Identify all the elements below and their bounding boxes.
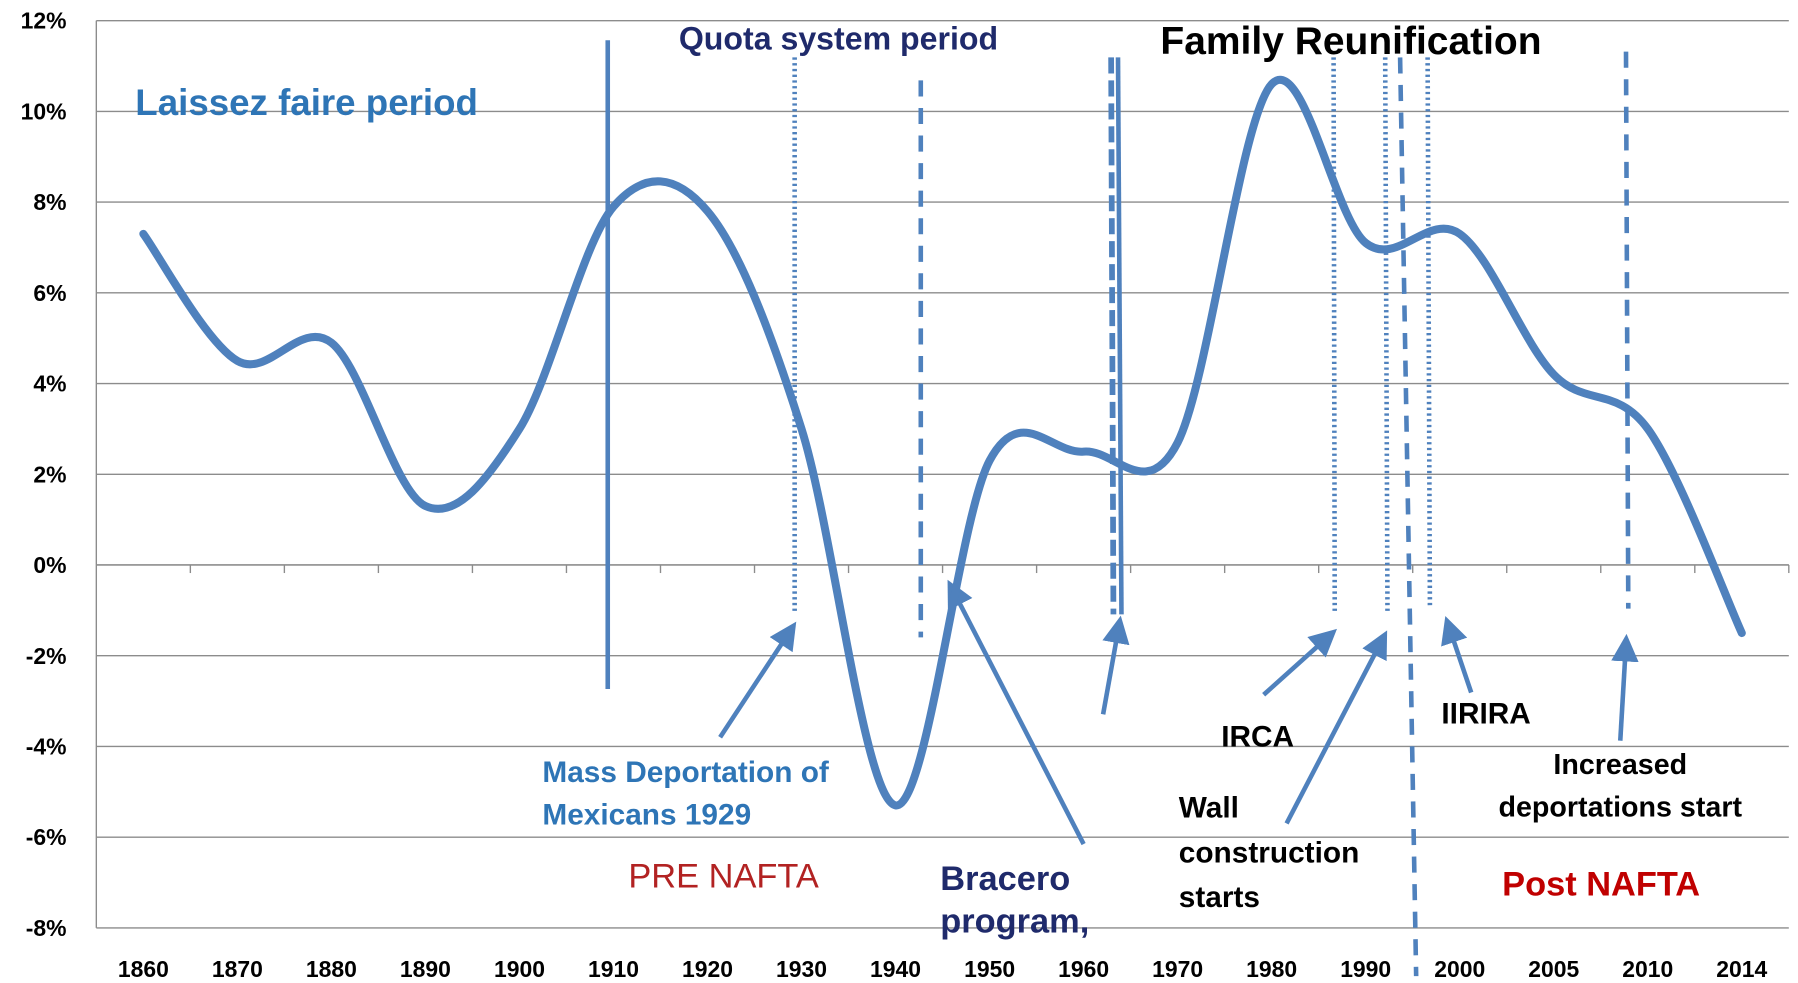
y-tick-label: -8% <box>26 915 67 941</box>
arrow <box>1262 628 1337 697</box>
x-tick-label: 2010 <box>1622 956 1673 982</box>
x-tick-label: 1980 <box>1246 956 1297 982</box>
arrow <box>947 579 1086 846</box>
marker-line <box>1397 57 1419 977</box>
annotation: Bracero <box>940 860 1070 898</box>
x-tick-label: 1890 <box>400 956 451 982</box>
x-tick-label: 1910 <box>588 956 639 982</box>
y-tick-label: -2% <box>26 643 67 669</box>
arrow <box>1284 630 1388 825</box>
x-tick-label: 1970 <box>1152 956 1203 982</box>
y-tick-label: 4% <box>33 371 66 397</box>
x-tick-label: 1860 <box>118 956 169 982</box>
marker-line <box>1425 57 1433 609</box>
marker-line <box>1331 57 1338 615</box>
x-tick-label: 2005 <box>1528 956 1579 982</box>
y-tick-label: -6% <box>26 824 67 850</box>
arrow <box>1441 616 1474 694</box>
marker-line <box>1115 57 1124 615</box>
y-tick-label: 6% <box>33 280 66 306</box>
annotation: Post NAFTA <box>1502 866 1700 904</box>
annotation: Wall <box>1179 792 1239 825</box>
annotation: IIRIRA <box>1441 697 1530 730</box>
x-tick-label: 1960 <box>1058 956 1109 982</box>
arrows <box>718 579 1639 846</box>
grid: -8% -6% -4% -2% 0% 2% 4% 6% 8% 10% 12% 1860 1870 1880… <box>21 8 1790 982</box>
x-tick-label: 2014 <box>1716 956 1767 982</box>
marker-line <box>1623 51 1631 609</box>
annotation: Mass Deportation of <box>542 756 829 789</box>
annotation: Laissez faire period <box>135 82 478 123</box>
y-tick-label: 8% <box>33 189 66 215</box>
annotation: Increased <box>1553 749 1687 781</box>
annotation: IRCA <box>1221 720 1294 753</box>
arrow <box>1100 615 1130 715</box>
y-tick-label: 0% <box>33 552 66 578</box>
annotation: PRE NAFTA <box>628 858 818 896</box>
arrow <box>1611 633 1639 741</box>
x-tick-label: 2000 <box>1434 956 1485 982</box>
y-tick-label: 10% <box>21 98 67 124</box>
x-tick-label: 1950 <box>964 956 1015 982</box>
plot <box>139 76 1746 810</box>
marker-line <box>1108 57 1117 615</box>
y-tick-label: -4% <box>26 733 67 759</box>
annotation: starts <box>1179 881 1260 914</box>
x-tick-label: 1870 <box>212 956 263 982</box>
data-line <box>139 76 1746 810</box>
annotation: construction <box>1179 836 1360 869</box>
arrow <box>718 621 797 739</box>
y-tick-label: 12% <box>21 8 67 34</box>
x-tick-label: 1940 <box>870 956 921 982</box>
x-tick-label: 1990 <box>1340 956 1391 982</box>
x-tick-label: 1930 <box>776 956 827 982</box>
x-tick-label: 1880 <box>306 956 357 982</box>
annotation: program, <box>940 902 1089 940</box>
annotation: Mexicans 1929 <box>542 799 751 832</box>
annotation: Family Reunification <box>1160 20 1541 63</box>
annotations: Laissez faire period Quota system period F… <box>135 20 1742 941</box>
period-markers <box>605 40 1631 977</box>
annotation: deportations start <box>1498 791 1742 823</box>
marker-line <box>1382 57 1390 615</box>
y-tick-label: 2% <box>33 461 66 487</box>
x-tick-label: 1920 <box>682 956 733 982</box>
x-tick-label: 1900 <box>494 956 545 982</box>
annotation: Quota system period <box>679 20 998 56</box>
